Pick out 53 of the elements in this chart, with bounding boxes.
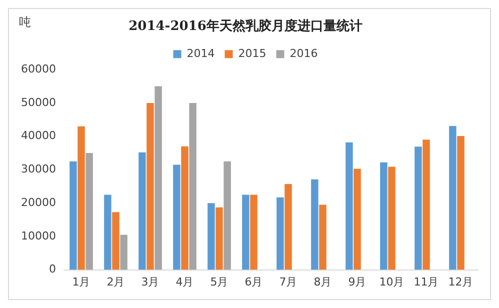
bar (70, 161, 77, 270)
bar (311, 179, 318, 270)
bar (173, 164, 180, 270)
legend-label: 2014 (186, 46, 215, 60)
y-tick-label: 10000 (20, 229, 56, 242)
y-tick-label: 60000 (20, 62, 56, 76)
bar (78, 126, 85, 270)
chart-title: 2014-2016年天然乳胶月度进口量统计 (128, 18, 362, 34)
bar (112, 212, 120, 270)
bar (319, 204, 326, 270)
x-tick-label: 2月 (106, 275, 125, 288)
bar (250, 194, 258, 270)
y-tick-label: 50000 (20, 96, 56, 109)
y-axis-title: 吨 (19, 15, 31, 30)
x-tick-label: 7月 (279, 275, 298, 288)
bar (146, 102, 154, 270)
bar (414, 146, 422, 270)
bar (181, 146, 188, 270)
x-tick-label: 9月 (348, 275, 366, 288)
x-tick-label: 12月 (448, 275, 474, 288)
y-tick-label: 30000 (20, 162, 56, 176)
x-tick-label: 11月 (414, 275, 439, 288)
bar (276, 197, 284, 270)
x-tick-label: 1月 (72, 275, 90, 288)
y-tick-label: 40000 (20, 129, 56, 142)
x-tick-label: 10月 (379, 275, 404, 288)
bar (216, 207, 223, 270)
bar (388, 166, 396, 270)
bar (86, 153, 93, 270)
bar (284, 184, 292, 270)
x-tick-label: 5月 (210, 275, 228, 288)
x-tick-label: 8月 (314, 275, 332, 288)
y-tick-label: 20000 (20, 196, 56, 209)
x-tick-label: 3月 (141, 275, 160, 288)
bar (189, 102, 196, 270)
x-tick-label: 6月 (244, 275, 263, 288)
bar (104, 194, 112, 270)
y-tick-label: 0 (48, 262, 56, 276)
bar (120, 234, 128, 270)
bar (346, 142, 353, 270)
bar (457, 136, 464, 270)
bar (354, 168, 361, 270)
bar (154, 86, 162, 270)
bar (380, 162, 388, 270)
bar (422, 140, 430, 270)
bar (449, 126, 456, 270)
bar (208, 203, 215, 270)
bar (224, 161, 231, 270)
x-tick-label: 4月 (176, 275, 194, 288)
bar (242, 194, 250, 270)
legend-label: 2015 (238, 46, 266, 60)
legend-label: 2016 (290, 46, 318, 60)
bar (138, 152, 146, 270)
